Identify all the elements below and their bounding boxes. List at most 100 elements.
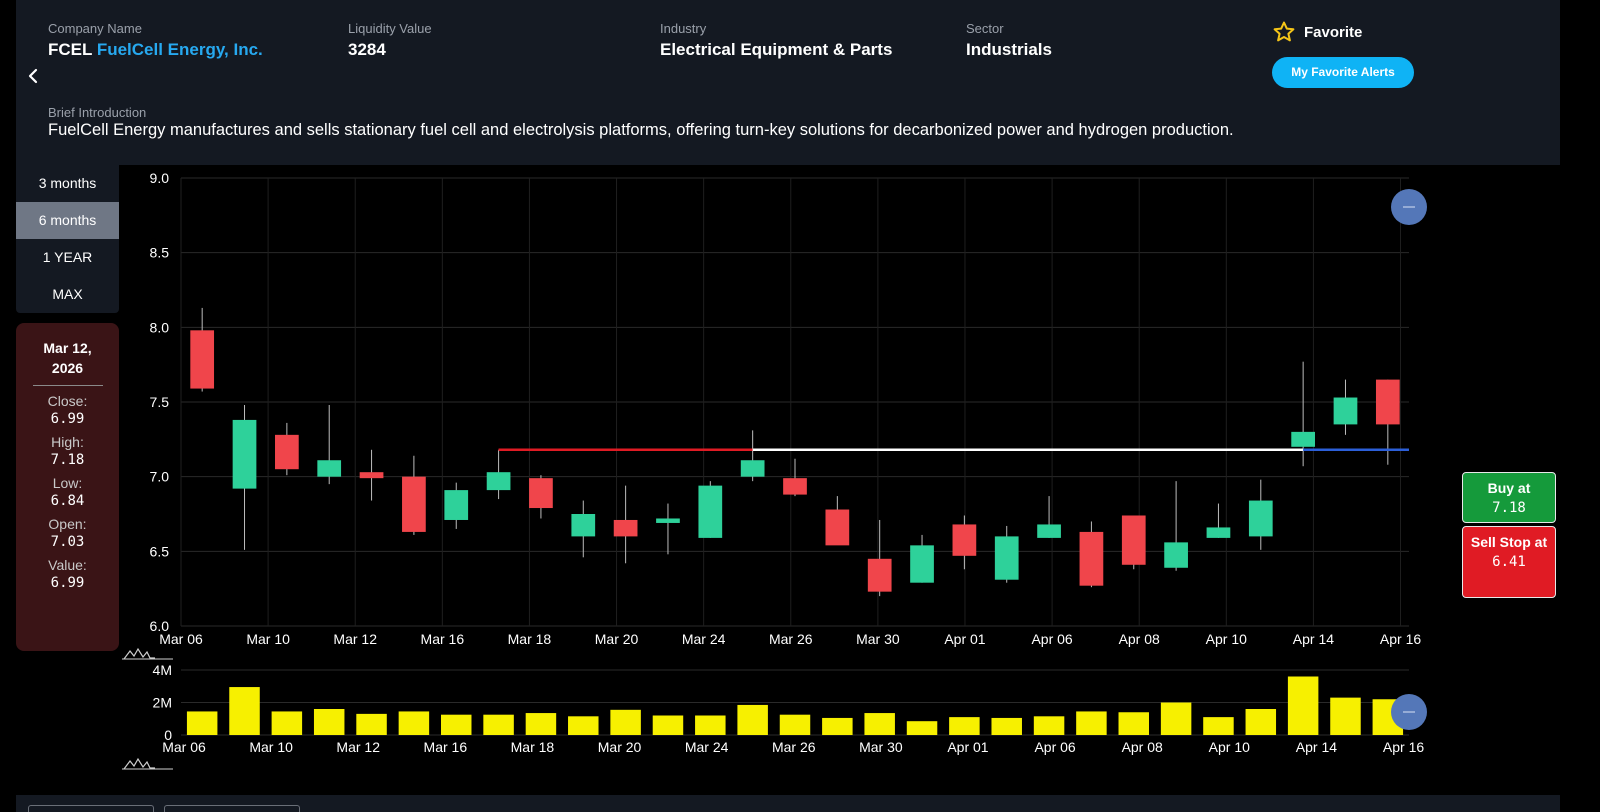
candle-body: [825, 509, 850, 546]
volume-x-tick-label: Mar 26: [772, 739, 816, 755]
volume-x-tick-label: Apr 14: [1296, 739, 1337, 755]
candle: [1164, 481, 1188, 571]
footer-tab-1[interactable]: [28, 805, 154, 812]
price-zoom-button[interactable]: [1391, 189, 1427, 225]
company-value: FCEL FuelCell Energy, Inc.: [48, 40, 263, 60]
price-x-tick-label: Mar 18: [508, 631, 552, 647]
close-label: Close:: [47, 393, 88, 409]
volume-y-tick-label: 2M: [153, 695, 172, 711]
volume-x-tick-label: Mar 24: [685, 739, 729, 755]
buy-at-box[interactable]: Buy at 7.18: [1462, 472, 1556, 523]
price-x-tick-label: Mar 24: [682, 631, 726, 647]
candle-body: [1291, 431, 1315, 447]
candle-body: [952, 524, 977, 556]
industry-value: Electrical Equipment & Parts: [660, 40, 893, 59]
footer-tab-2[interactable]: [164, 805, 300, 812]
range-1-year[interactable]: 1 YEAR: [42, 249, 93, 265]
candle: [910, 534, 934, 583]
price-y-axis: 9.0 8.5 8.0 7.5 7.0 6.5 6.0: [150, 170, 170, 634]
favorite-toggle[interactable]: Favorite: [1272, 20, 1362, 44]
value-label: Value:: [48, 557, 87, 573]
price-y-tick-label: 8.5: [150, 245, 170, 261]
volume-x-tick-label: Apr 16: [1383, 739, 1424, 755]
volume-bar: [440, 714, 472, 735]
chart-area[interactable]: 9.0 8.5 8.0 7.5 7.0 6.5 6.0 Mar 06 Mar 10 Mar 12…: [119, 165, 1445, 787]
price-y-tick-label: 6.0: [150, 618, 170, 634]
price-x-tick-label: Apr 06: [1031, 631, 1072, 647]
candle-body: [444, 490, 469, 520]
candle-body: [1121, 515, 1146, 565]
candle: [698, 481, 723, 538]
range-max[interactable]: MAX: [52, 286, 83, 302]
candle: [317, 404, 342, 485]
volume-bar: [1160, 702, 1192, 735]
value-value: 6.99: [50, 575, 85, 591]
candle-body: [571, 514, 596, 537]
price-y-tick-label: 6.5: [150, 543, 170, 559]
volume-bar: [822, 717, 853, 735]
price-y-tick-label: 9.0: [150, 170, 170, 186]
volume-bars: [186, 676, 1404, 735]
volume-bar: [1330, 697, 1361, 735]
volume-x-tick-label: Apr 10: [1209, 739, 1250, 755]
candle-body: [402, 476, 426, 532]
volume-y-tick-label: 0: [164, 727, 172, 743]
volume-bar: [356, 713, 387, 735]
volume-x-tick-label: Mar 10: [249, 739, 293, 755]
volume-y-axis: 4M 2M 0: [153, 662, 173, 743]
candle-body: [190, 330, 215, 389]
price-volume-charts[interactable]: 9.0 8.5 8.0 7.5 7.0 6.5 6.0 Mar 06 Mar 10 Mar 12…: [119, 165, 1445, 787]
candle: [1206, 503, 1231, 538]
volume-x-tick-label: Mar 18: [511, 739, 555, 755]
open-label: Open:: [48, 516, 87, 532]
intro-text: FuelCell Energy manufactures and sells s…: [48, 121, 1234, 139]
candle-body: [994, 536, 1019, 580]
volume-x-tick-label: Mar 30: [859, 739, 903, 755]
range-3-months[interactable]: 3 months: [38, 175, 97, 191]
price-x-tick-label: Mar 26: [769, 631, 813, 647]
price-x-tick-label: Apr 01: [944, 631, 985, 647]
candle-body: [359, 472, 384, 479]
candle: [275, 422, 299, 476]
candle: [190, 307, 215, 392]
info-divider: [32, 385, 103, 386]
candle: [994, 525, 1019, 583]
sector-label: Sector: [966, 21, 1004, 36]
volume-zoom-button[interactable]: [1391, 694, 1427, 730]
volume-y-tick-label: 4M: [153, 662, 172, 678]
price-range-slider-icon[interactable]: [122, 647, 173, 660]
volume-bar: [313, 709, 345, 735]
buy-value: 7.18: [1492, 500, 1526, 516]
candle-body: [910, 545, 934, 583]
candle: [1079, 521, 1104, 588]
volume-bar: [483, 714, 514, 735]
sell-stop-box[interactable]: Sell Stop at 6.41: [1462, 526, 1556, 598]
company-label: Company Name: [48, 21, 142, 36]
candle-body: [1375, 379, 1400, 425]
price-x-tick-label: Apr 14: [1293, 631, 1334, 647]
volume-bar: [1076, 711, 1107, 735]
volume-bar: [1287, 676, 1319, 735]
candle-body: [529, 478, 553, 509]
industry-label: Industry: [660, 21, 707, 36]
company-name-link[interactable]: FuelCell Energy, Inc.: [96, 40, 263, 59]
favorite-alerts-button[interactable]: My Favorite Alerts: [1272, 57, 1414, 88]
volume-bar: [652, 715, 684, 735]
candle: [740, 430, 765, 482]
candle: [656, 503, 680, 555]
price-x-axis: Mar 06 Mar 10 Mar 12 Mar 16 Mar 18 Mar 20 Mar …: [159, 631, 1421, 647]
price-x-tick-label: Mar 12: [333, 631, 377, 647]
range-6-months[interactable]: 6 months: [16, 202, 119, 239]
candle-body: [613, 519, 638, 537]
sector-value: Industrials: [966, 40, 1052, 59]
price-x-tick-label: Mar 16: [421, 631, 465, 647]
volume-bar: [271, 711, 303, 735]
candle: [359, 449, 384, 501]
stock-header: Company Name FCEL FuelCell Energy, Inc. …: [16, 0, 1560, 165]
candle-body: [698, 485, 723, 538]
range-selector: 3 months 6 months 1 YEAR MAX: [16, 165, 119, 313]
candle: [783, 458, 807, 497]
volume-range-slider-icon[interactable]: [122, 757, 173, 770]
back-button[interactable]: [26, 66, 40, 88]
volume-bar: [991, 717, 1022, 735]
